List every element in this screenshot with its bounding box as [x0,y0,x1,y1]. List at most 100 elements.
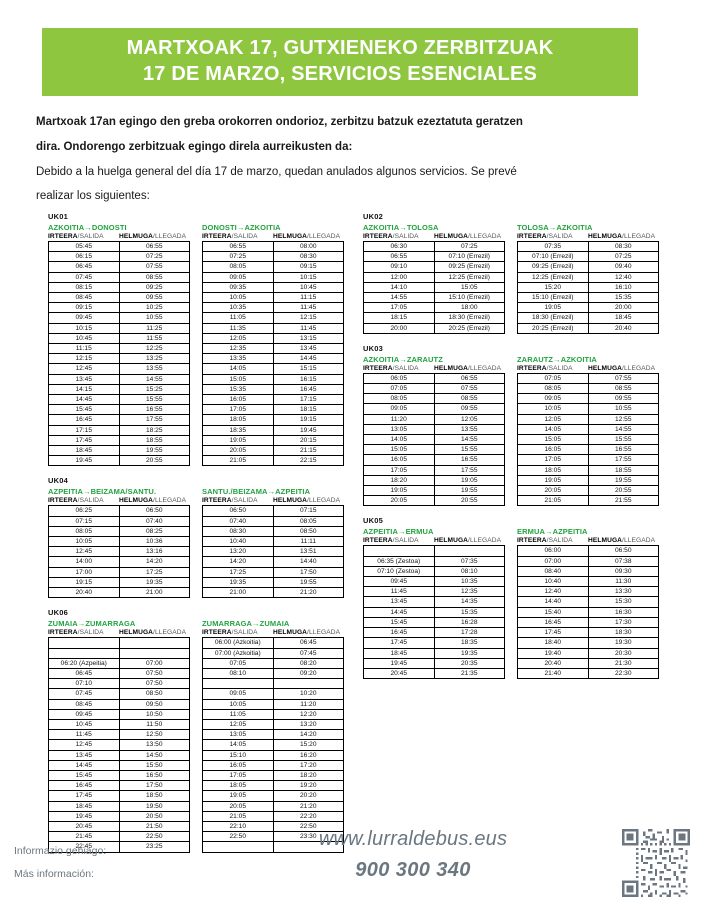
cell-arrival: 08:05 [272,515,344,527]
table-row: 08:05 08:55 [363,393,505,405]
cell-arrival: 09:15 [272,261,344,273]
table-row: 09:45 10:50 [48,708,190,720]
phone-number[interactable]: 900 300 340 [355,859,471,881]
table-row: 07:00 07:38 [517,555,659,567]
cell-arrival: 18:30 (Errezil) [433,312,505,324]
cell-departure: 20:45 [363,667,435,680]
cell-arrival: 16:15 [272,373,344,385]
direction-title: AZKOITIA→TOLOSA [363,223,439,232]
cell-departure: 08:45 [48,698,120,710]
cell-departure: 15:45 [48,769,120,782]
cell-departure: 10:05 [48,536,120,548]
cell-arrival: 08:25 [118,525,190,538]
column-header-arrival: HELMUGA/LLEGADA [434,364,502,372]
cell-arrival: 08:55 [118,271,190,283]
table-row: 09:10 09:25 (Errezil) [363,261,505,273]
table-row: 20:00 20:25 (Errezil) [363,322,505,334]
cell-departure: 06:55 [363,251,435,263]
cell-departure: 20:05 [202,445,274,457]
table-row: 07:05 07:55 [517,372,659,385]
cell-arrival: 19:55 [433,485,505,497]
direction-title: ZUMARRAGA→ZUMAIA [202,619,290,629]
cell-arrival: 06:55 [433,372,505,385]
table-row: 09:05 10:15 [202,271,344,283]
table-row: 16:05 17:15 [202,394,344,406]
table-row: 18:45 19:55 [48,445,190,457]
table-row: 15:45 16:50 [48,769,190,782]
cell-departure: 06:55 [202,240,274,253]
cell-arrival: 08:30 [587,240,659,253]
cell-departure: 16:05 [202,394,274,406]
cell-arrival: 08:55 [587,383,659,395]
cell-arrival: 11:20 [272,698,344,710]
cell-departure: 14:05 [517,423,589,436]
schedule-table: 06:25 06:50 07:15 07:40 08:05 08:25 10:05 10:36… [48,505,190,599]
direction-title: ZUMAIA→ZUMARRAGA [48,619,136,629]
cell-departure: 11:05 [202,312,274,324]
table-row: 15:20 16:10 [517,281,659,294]
table-row: 13:35 14:45 [202,353,344,365]
table-column-headers: IRTEERA/SALIDA HELMUGA/LLEGADA [48,233,190,240]
cell-arrival: 12:55 [587,413,659,425]
table-column-headers: IRTEERA/SALIDA HELMUGA/LLEGADA [202,629,344,636]
table-row: 19:45 20:35 [363,657,505,669]
table-row: 06:55 07:10 (Errezil) [363,251,505,263]
cell-departure: 08:05 [202,261,274,273]
cell-arrival: 06:55 [118,240,190,253]
cell-arrival: 13:20 [272,718,344,731]
cell-departure: 07:05 [517,372,589,385]
group-code: UK01 [48,212,68,221]
cell-arrival: 20:25 (Errezil) [433,322,505,334]
cell-departure: 06:30 [363,240,435,253]
direction-block: SANTU./BEIZAMA→AZPEITIA IRTEERA/SALIDA HEL… [202,487,344,599]
cell-departure: 08:05 [48,525,120,538]
cell-departure: 19:15 [48,576,120,589]
table-row: 22:45 23:25 [48,841,190,853]
schedule-table: 07:35 08:30 07:10 (Errezil) 07:25 09:25 (Err… [517,240,659,334]
direction-block: ERMUA→AZPEITIA IRTEERA/SALIDA HELMUGA/LLEG… [517,527,659,680]
contact-block: www.lurraldebus.eus 900 300 340 [248,828,578,882]
table-row [363,545,505,557]
cell-arrival: 20:35 [433,657,505,669]
table-row: 10:40 11:30 [517,576,659,588]
table-row: 11:35 11:45 [202,322,344,334]
table-row: 11:15 12:25 [48,343,190,355]
cell-departure: 06:35 (Zestoa) [363,555,435,567]
schedule-group-uk02: UK02 AZKOITIA→TOLOSA IRTEERA/SALIDA HELMUGA… [363,212,660,334]
cell-arrival: 22:30 [587,667,659,680]
cell-departure: 12:45 [48,546,120,558]
table-row [48,647,190,659]
table-row: 14:05 14:55 [517,423,659,436]
cell-departure: 16:05 [363,454,435,466]
cell-arrival: 11:50 [118,718,190,731]
table-row: 15:45 16:55 [48,404,190,416]
table-row: 08:30 08:50 [202,525,344,538]
direction-pair: AZKOITIA→ZARAUTZ IRTEERA/SALIDA HELMUGA/LL… [363,355,660,507]
more-info-label-es: Más información: [14,867,94,880]
cell-departure: 16:45 [48,780,120,792]
cell-arrival: 08:10 [433,565,505,578]
qr-code-icon[interactable] [622,829,690,897]
cell-arrival: 19:05 [433,474,505,487]
schedule-table: 06:00 06:50 07:00 07:38 08:40 09:30 10:40 11:30… [517,545,659,680]
table-row: 10:45 11:50 [48,718,190,731]
table-row: 17:05 18:20 [202,769,344,782]
website-link[interactable]: www.lurraldebus.eus [318,828,508,850]
table-row: 07:05 08:20 [202,657,344,669]
table-row: 07:05 07:55 [363,383,505,395]
cell-departure: 07:10 [48,678,120,690]
table-row: 09:45 10:55 [48,312,190,324]
table-row: 06:30 07:25 [363,240,505,253]
cell-arrival: 22:50 [118,831,190,843]
table-row: 10:35 11:45 [202,302,344,314]
table-row: 15:10 16:20 [202,749,344,761]
cell-arrival: 15:25 [118,383,190,396]
table-row: 14:00 14:20 [48,556,190,568]
table-row: 11:45 12:50 [48,729,190,741]
banner-title-es: 17 DE MARZO, SERVICIOS ESENCIALES [142,63,538,85]
table-column-headers: IRTEERA/SALIDA HELMUGA/LLEGADA [202,497,344,504]
table-row: 09:45 10:35 [363,576,505,588]
schedule-table: 06:30 07:25 06:55 07:10 (Errezil) 09:10 09:25… [363,240,505,334]
table-row: 20:45 21:50 [48,820,190,833]
schedule-group-uk03: UK03 AZKOITIA→ZARAUTZ IRTEERA/SALIDA HELMUG… [363,344,660,507]
